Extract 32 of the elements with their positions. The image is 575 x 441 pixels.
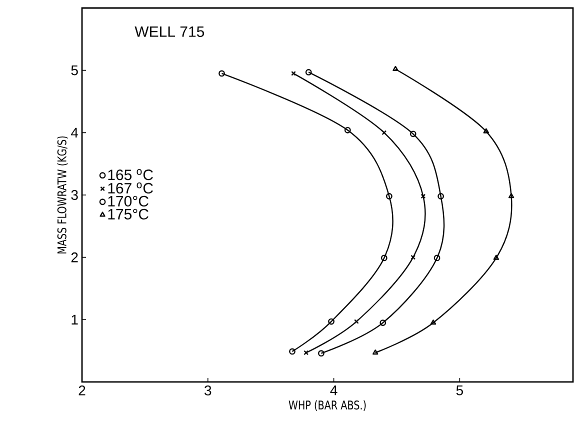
point: [483, 128, 489, 134]
y-tick-label: 3: [71, 190, 78, 200]
point: [410, 130, 416, 138]
legend-label: 175°C: [108, 208, 148, 220]
point: [382, 130, 387, 136]
point: [380, 320, 386, 326]
legend-label: 170°C: [108, 196, 148, 207]
point: [354, 319, 359, 324]
y-tick-label: 1: [72, 314, 78, 324]
point: [344, 126, 351, 134]
y-axis-title: MASS FLOWRATW (KG/S): [57, 136, 68, 254]
text: WELL 715: [134, 26, 204, 37]
x-tick-label: 2: [78, 386, 86, 396]
point: [386, 193, 392, 200]
point: [434, 254, 440, 262]
x-tick-label: 4: [330, 386, 338, 396]
y-tick-label: 5: [71, 65, 78, 76]
point: [438, 193, 444, 200]
x-tick-label: 5: [456, 386, 463, 396]
legend-label: 165 $^{o}$C: [108, 169, 153, 180]
y-tick-label: 2: [71, 252, 78, 262]
point: [380, 254, 388, 262]
x-axis-title: WHP (BAR ABS.): [288, 400, 366, 411]
y-tick-label: 4: [71, 128, 78, 138]
x-tick-label: 3: [204, 386, 212, 396]
point: [420, 194, 426, 199]
point: [410, 254, 416, 260]
point: [328, 318, 334, 325]
legend-label: 167 $^{o}$C: [108, 182, 153, 194]
point: [493, 254, 500, 260]
point: [430, 320, 436, 325]
point: [508, 193, 514, 198]
